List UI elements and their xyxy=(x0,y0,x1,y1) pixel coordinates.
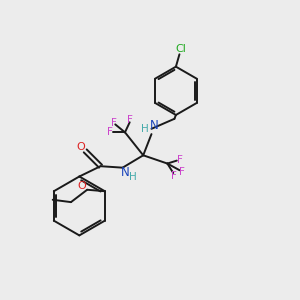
Text: Cl: Cl xyxy=(176,44,187,54)
Text: O: O xyxy=(78,181,86,190)
Text: N: N xyxy=(121,167,129,179)
Text: H: H xyxy=(141,124,149,134)
Text: F: F xyxy=(127,115,133,125)
Text: H: H xyxy=(129,172,137,182)
Text: F: F xyxy=(171,171,177,181)
Text: F: F xyxy=(111,118,117,128)
Text: N: N xyxy=(149,119,158,132)
Text: O: O xyxy=(76,142,85,152)
Text: F: F xyxy=(177,155,183,165)
Text: F: F xyxy=(107,127,113,137)
Text: F: F xyxy=(179,167,185,177)
